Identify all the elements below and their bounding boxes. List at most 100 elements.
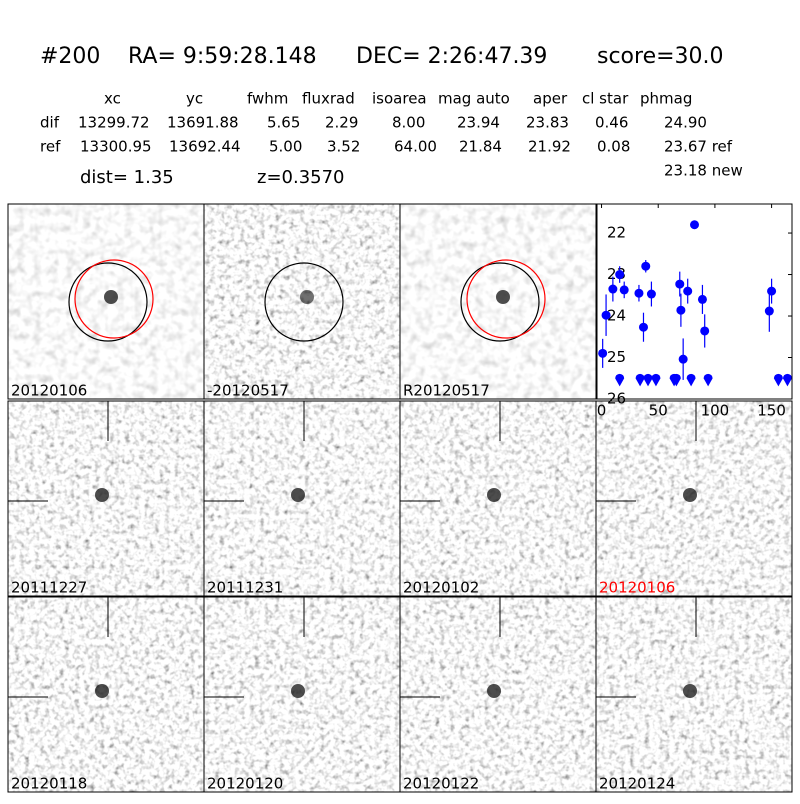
score: score=30.0 [597,44,724,69]
table-cell: 21.84 [459,138,502,156]
stamp-label: 20120102 [403,579,479,597]
x-tick-label: 50 [649,402,668,420]
table-cell: 2.29 [325,114,358,132]
point [598,348,608,358]
stamp-frame [595,596,793,793]
x-tick-label: 150 [757,402,786,420]
plot-frame [596,203,793,400]
point [678,354,688,364]
upper-limit [671,373,681,387]
stamp-label: 20120120 [207,775,283,793]
point [697,294,707,304]
table-cell: 21.92 [528,138,571,156]
stamp-label: 20120106 [11,382,87,400]
upper-limit [643,373,653,387]
table-cell: 8.00 [392,114,425,132]
upper-limit [651,373,661,387]
stamp-label: 20111231 [207,579,283,597]
y-tick-label: 22 [607,224,626,242]
stamp-label: -20120517 [207,382,289,400]
column-header: fluxrad [302,90,355,108]
source [683,684,697,698]
source [487,488,501,502]
dist: dist= 1.35 [80,167,174,188]
point [601,310,611,320]
aperture-ref [466,259,546,339]
point [615,270,625,280]
stamp-label: R20120517 [403,382,490,400]
stamp-frame [595,400,793,597]
y-tick-label: 24 [607,307,626,325]
upper-limit [615,373,625,387]
column-header: phmag [640,90,692,108]
table-cell: 13692.44 [169,138,241,156]
stamp-label: 20120106 [599,579,675,597]
point [764,306,774,316]
column-header: fwhm [247,90,288,108]
x-tick-label: 0 [597,402,607,420]
point [619,285,629,295]
point [641,261,651,271]
x-tick-label: 100 [701,402,730,420]
column-header: xc [104,90,121,108]
source [104,290,118,304]
source [487,684,501,698]
upper-limit [782,373,792,387]
redshift: z=0.3570 [257,167,345,188]
table-cell: 23.83 [526,114,569,132]
column-header: yc [186,90,203,108]
table-cell: 13299.72 [78,114,150,132]
source [95,684,109,698]
table-cell: 23.94 [457,114,500,132]
source [496,290,510,304]
source [291,684,305,698]
plot-area [597,204,792,399]
column-header: aper [533,90,568,108]
phmag-new: 23.18 new [664,162,743,180]
table-cell: dif [40,114,60,132]
point [683,286,693,296]
aperture-ref [74,259,154,339]
point [690,220,699,230]
stamp-frame [399,203,597,400]
point [638,322,648,332]
point [676,305,686,315]
candidate-id: #200 [40,44,100,69]
source [300,290,314,304]
table-cell: 3.52 [327,138,360,156]
point [700,326,710,336]
point [608,284,618,294]
stamp-label: 20120124 [599,775,675,793]
upper-limit [686,373,696,387]
upper-limit [703,373,713,387]
table-cell: 13691.88 [167,114,239,132]
point [646,289,656,299]
ra: RA= 9:59:28.148 [128,44,317,69]
point [767,286,777,296]
table-cell: 13300.95 [80,138,152,156]
source [95,488,109,502]
table-cell: 23.67 ref [664,138,733,156]
column-header: isoarea [372,90,427,108]
table-cell: 0.08 [597,138,630,156]
stamp-label: 20120122 [403,775,479,793]
table-cell: 5.65 [267,114,300,132]
column-header: mag auto [438,90,510,108]
table-cell: 64.00 [394,138,437,156]
column-header: cl star [582,90,629,108]
dec: DEC= 2:26:47.39 [356,44,547,69]
point [634,288,644,298]
source [291,488,305,502]
aperture [68,262,148,342]
upper-limit [635,373,645,387]
table-cell: ref [40,138,61,156]
point [675,279,685,289]
table-cell: 0.46 [595,114,628,132]
aperture [460,262,540,342]
stamp-label: 20111227 [11,579,87,597]
source [683,488,697,502]
table-cell: 5.00 [269,138,302,156]
table-cell: 24.90 [664,114,707,132]
plot-marks [598,220,792,387]
